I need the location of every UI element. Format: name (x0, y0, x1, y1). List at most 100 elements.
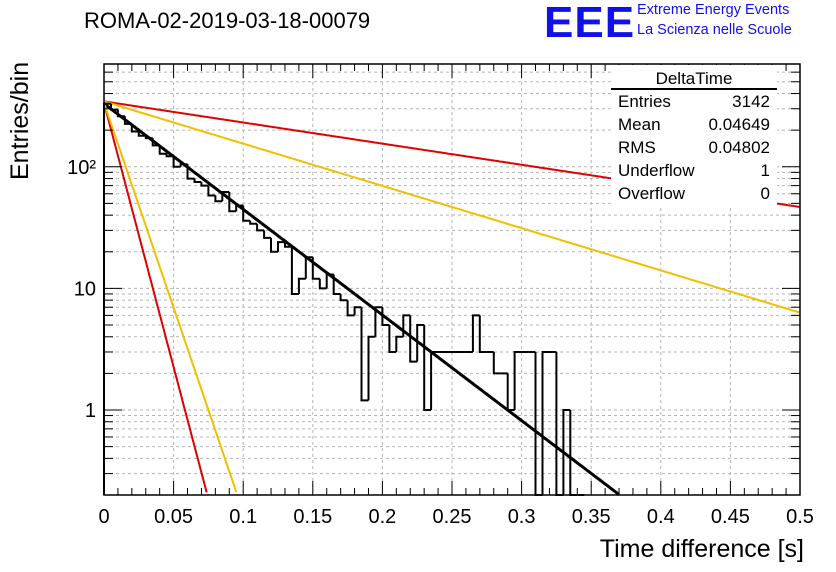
histogram-bin (116, 109, 125, 118)
histogram-bin (103, 102, 111, 495)
stats-value: 0.04802 (708, 138, 770, 157)
stats-row-entries: Entries 3142 (618, 92, 770, 114)
x-tick-label: 0.5 (786, 506, 814, 528)
x-tick-label: 0.25 (433, 506, 472, 528)
histogram-bin (541, 351, 550, 495)
histogram-bin (388, 325, 397, 353)
histogram-bin (492, 352, 501, 375)
histogram-bin (311, 257, 320, 280)
histogram-bin (144, 135, 153, 140)
x-tick-label: 0.3 (508, 506, 536, 528)
fit-curve-yellow-steep (103, 102, 238, 493)
histogram-bin (277, 241, 285, 252)
y-tick-label: 10 (74, 278, 96, 300)
stats-value: 1 (760, 161, 770, 180)
y-axis-label: Entries/bin (6, 61, 34, 180)
histogram-bin (158, 145, 167, 155)
histogram-bin (374, 306, 383, 337)
histogram-bin (325, 273, 334, 289)
histogram-bin (506, 373, 515, 411)
x-tick-label: 0 (98, 506, 109, 528)
stats-key: RMS (618, 138, 656, 157)
stats-key: Mean (618, 115, 661, 134)
histogram-bin (284, 242, 292, 248)
x-axis-label: Time difference [s] (599, 535, 804, 563)
histogram-bin (318, 278, 327, 290)
run-title: ROMA-02-2019-03-18-00079 (84, 8, 371, 33)
histogram-bin (562, 409, 571, 495)
histogram-bin (513, 351, 522, 410)
stats-value: 0.04649 (708, 115, 770, 134)
histogram-bin (214, 195, 223, 203)
x-tick-label: 0.45 (711, 506, 750, 528)
histogram-bin (409, 315, 418, 363)
histogram-bin (346, 300, 355, 317)
histogram-bin (430, 351, 439, 410)
histogram-bin (270, 237, 278, 253)
x-tick-label: 0.15 (293, 506, 332, 528)
x-tick-label: 0.1 (229, 506, 257, 528)
histogram-bin (249, 220, 258, 225)
histogram-bin (256, 223, 265, 232)
histogram-bin (471, 314, 480, 352)
fit-curve-red-steep (103, 102, 208, 493)
histogram-bin (130, 123, 139, 133)
histogram-bin (242, 205, 251, 222)
histogram-bin (207, 185, 216, 197)
histogram-bin (172, 156, 181, 168)
histogram-bin (367, 335, 376, 401)
histogram-bin (423, 325, 432, 411)
histogram-bin (360, 307, 369, 402)
stats-row-overflow: Overflow 0 (618, 184, 770, 206)
histogram-bin (151, 138, 160, 147)
stats-title: DeltaTime (655, 69, 733, 88)
histogram-bin (339, 294, 348, 302)
x-tick-label: 0.2 (368, 506, 396, 528)
stats-row-rms: RMS 0.04802 (618, 138, 770, 160)
histogram-bin (381, 307, 390, 326)
histogram-bin (478, 315, 487, 353)
logo-tagline-2: La Scienza nelle Scuole (637, 22, 792, 38)
stats-key: Underflow (618, 161, 695, 180)
histogram-bin (179, 163, 188, 167)
histogram-bin (235, 204, 244, 212)
histogram-bin (137, 131, 146, 137)
histogram-bin (569, 410, 578, 496)
histogram-bin (416, 324, 425, 362)
y-tick-label: 10² (67, 157, 96, 179)
x-tick-label: 0.35 (572, 506, 611, 528)
stats-key: Entries (618, 92, 671, 111)
stats-value: 3142 (732, 92, 770, 111)
histogram-bin (402, 314, 411, 337)
fit-curve-fit (103, 102, 620, 496)
x-tick-label: 0.05 (154, 506, 193, 528)
histogram-bin (290, 246, 299, 295)
histogram-bin (110, 103, 118, 111)
histogram-bin (297, 277, 306, 294)
histogram-bin (304, 256, 313, 279)
fit-curve-yellow-shallow (103, 100, 801, 314)
histogram-bin (221, 191, 230, 202)
histogram-bin (200, 182, 209, 187)
histogram-bin (228, 192, 237, 213)
histogram-bin (395, 335, 404, 352)
stats-value: 0 (760, 184, 770, 203)
histogram-bin (193, 178, 202, 183)
eee-logo: EEE (544, 0, 636, 47)
histogram-bin (332, 274, 341, 295)
stats-box: DeltaTime Entries 3142 Mean 0.04649 RMS … (611, 65, 777, 205)
logo-tagline-1: Extreme Energy Events (637, 2, 790, 18)
stats-divider (611, 88, 777, 90)
histogram-bin (353, 306, 362, 316)
fit-curves (103, 100, 801, 496)
histogram-bin (263, 230, 271, 239)
y-tick-label: 1 (85, 400, 96, 422)
x-tick-label: 0.4 (647, 506, 675, 528)
stats-row-underflow: Underflow 1 (618, 161, 770, 183)
stats-row-mean: Mean 0.04649 (618, 115, 770, 137)
histogram-bin (165, 153, 174, 158)
histogram-bin (123, 116, 132, 125)
histogram-bin (186, 164, 195, 180)
